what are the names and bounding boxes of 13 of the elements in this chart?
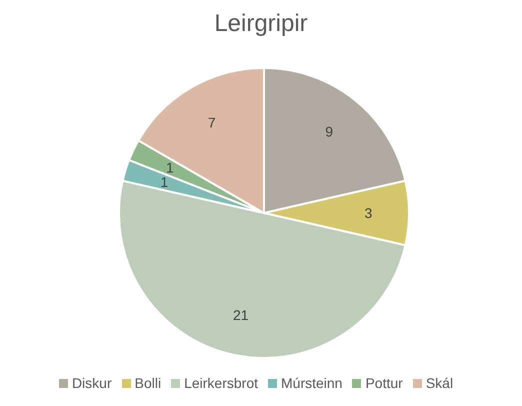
chart-title: Leirgripir xyxy=(213,10,309,38)
legend-label: Diskur xyxy=(72,375,112,391)
data-label: 21 xyxy=(232,306,249,323)
legend-label: Bolli xyxy=(134,375,162,391)
legend-label: Pottur xyxy=(365,375,403,391)
data-label: 9 xyxy=(325,123,334,140)
data-label: 1 xyxy=(166,160,174,176)
legend-label: Leirkersbrot xyxy=(184,375,258,391)
legend-label: Skál xyxy=(426,375,454,391)
data-label: 1 xyxy=(160,174,168,190)
data-label: 7 xyxy=(208,114,216,131)
data-label: 3 xyxy=(364,205,372,221)
legend-label: Múrsteinn xyxy=(281,375,342,391)
